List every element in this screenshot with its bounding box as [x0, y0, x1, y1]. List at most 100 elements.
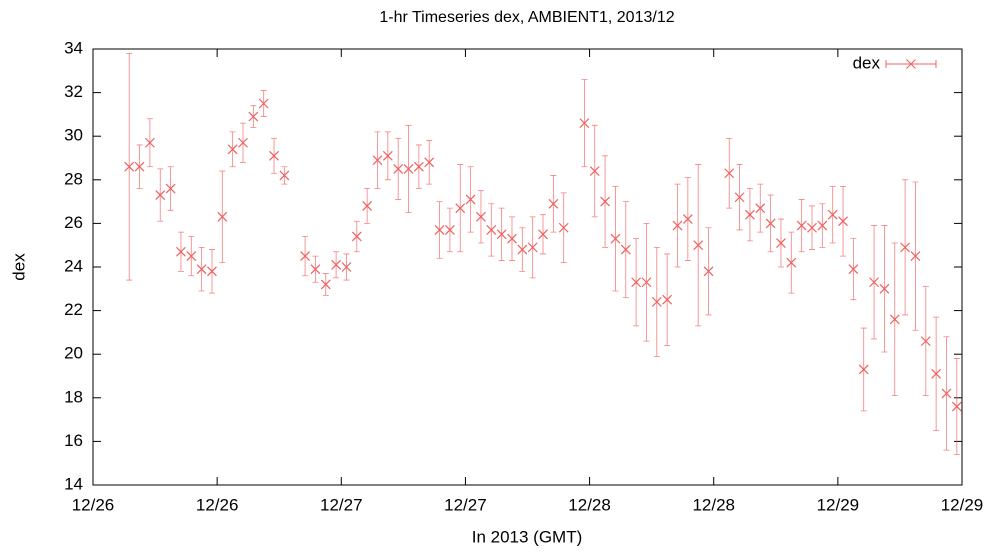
data-point: [527, 242, 538, 253]
data-point: [734, 192, 745, 203]
data-point: [579, 118, 590, 129]
data-point: [827, 209, 838, 220]
data-point: [476, 211, 486, 222]
x-tick-label: 12/26: [72, 495, 115, 514]
data-point: [786, 257, 797, 268]
x-tick-label: 12/29: [817, 495, 860, 514]
data-point: [744, 209, 755, 220]
data-point: [755, 203, 766, 214]
data-point: [920, 336, 931, 347]
data-point: [620, 244, 631, 255]
data-point: [362, 201, 373, 211]
data-point: [848, 264, 859, 275]
data-point: [382, 150, 393, 161]
data-point: [651, 296, 662, 307]
data-point: [424, 157, 435, 168]
data-point: [641, 277, 652, 288]
x-tick-label: 12/28: [692, 495, 735, 514]
y-tick-label: 32: [64, 82, 83, 101]
legend-label: dex: [853, 53, 881, 72]
data-point: [465, 194, 476, 205]
data-point: [165, 183, 176, 194]
data-point: [910, 251, 921, 262]
data-point: [869, 277, 879, 288]
data-point: [858, 364, 869, 375]
data-point: [186, 251, 197, 262]
data-point: [207, 266, 217, 277]
data-point: [444, 225, 455, 235]
data-point: [838, 216, 848, 227]
data-point: [662, 294, 673, 305]
data-point: [372, 155, 383, 166]
data-point: [538, 229, 548, 240]
data-point: [248, 111, 259, 122]
data-point: [196, 264, 207, 275]
data-point: [807, 222, 817, 233]
data-point: [724, 168, 735, 179]
data-point: [796, 220, 807, 231]
data-point: [124, 161, 135, 172]
data-point: [269, 150, 279, 161]
y-tick-label: 14: [64, 474, 83, 493]
legend-sample: [885, 59, 937, 69]
data-point: [238, 137, 248, 148]
x-tick-label: 12/27: [320, 495, 363, 514]
y-tick-label: 24: [64, 256, 83, 275]
y-tick-label: 26: [64, 213, 83, 232]
data-point: [610, 233, 621, 244]
data-point: [496, 229, 507, 240]
data-point: [776, 238, 786, 248]
data-point: [279, 170, 290, 181]
data-point: [889, 314, 900, 325]
data-point: [144, 137, 155, 148]
x-tick-label: 12/26: [196, 495, 239, 514]
data-point: [227, 144, 238, 155]
data-point: [900, 242, 911, 253]
data-point: [331, 259, 342, 270]
data-point: [258, 98, 269, 109]
data-point: [434, 225, 445, 235]
y-tick-label: 30: [64, 126, 83, 145]
y-tick-label: 28: [64, 169, 83, 188]
x-tick-label: 12/29: [941, 495, 984, 514]
data-point: [558, 222, 569, 233]
chart-title: 1-hr Timeseries dex, AMBIENT1, 2013/12: [379, 9, 674, 26]
x-tick-label: 12/28: [568, 495, 611, 514]
data-point: [176, 246, 186, 257]
x-tick-label: 12/27: [444, 495, 487, 514]
y-tick-label: 18: [64, 387, 83, 406]
data-point: [403, 163, 414, 174]
data-point: [341, 262, 352, 272]
data-point: [351, 231, 362, 242]
data-point: [600, 196, 611, 207]
data-point: [693, 240, 704, 251]
data-point: [507, 233, 517, 244]
data-point: [682, 214, 693, 224]
data-point: [589, 166, 600, 177]
data-point: [951, 401, 962, 412]
data-point: [455, 203, 466, 214]
data-point: [300, 251, 311, 262]
data-point: [879, 283, 890, 294]
data-point: [817, 220, 828, 231]
data-point: [155, 190, 166, 200]
y-tick-label: 34: [64, 38, 83, 57]
data-point: [765, 218, 776, 229]
data-point: [320, 279, 331, 290]
data-point: [486, 225, 497, 235]
y-tick-label: 20: [64, 344, 83, 363]
data-point: [517, 244, 528, 255]
data-point: [703, 266, 714, 277]
data-point: [672, 220, 683, 231]
data-point: [393, 163, 404, 174]
y-axis-label: dex: [9, 253, 28, 281]
data-point: [941, 388, 952, 399]
x-axis-label: In 2013 (GMT): [472, 527, 583, 546]
data-point: [134, 161, 145, 172]
data-point: [310, 264, 321, 275]
y-tick-label: 16: [64, 431, 83, 450]
data-point: [631, 277, 642, 288]
data-point: [217, 211, 228, 222]
data-point: [413, 161, 424, 172]
